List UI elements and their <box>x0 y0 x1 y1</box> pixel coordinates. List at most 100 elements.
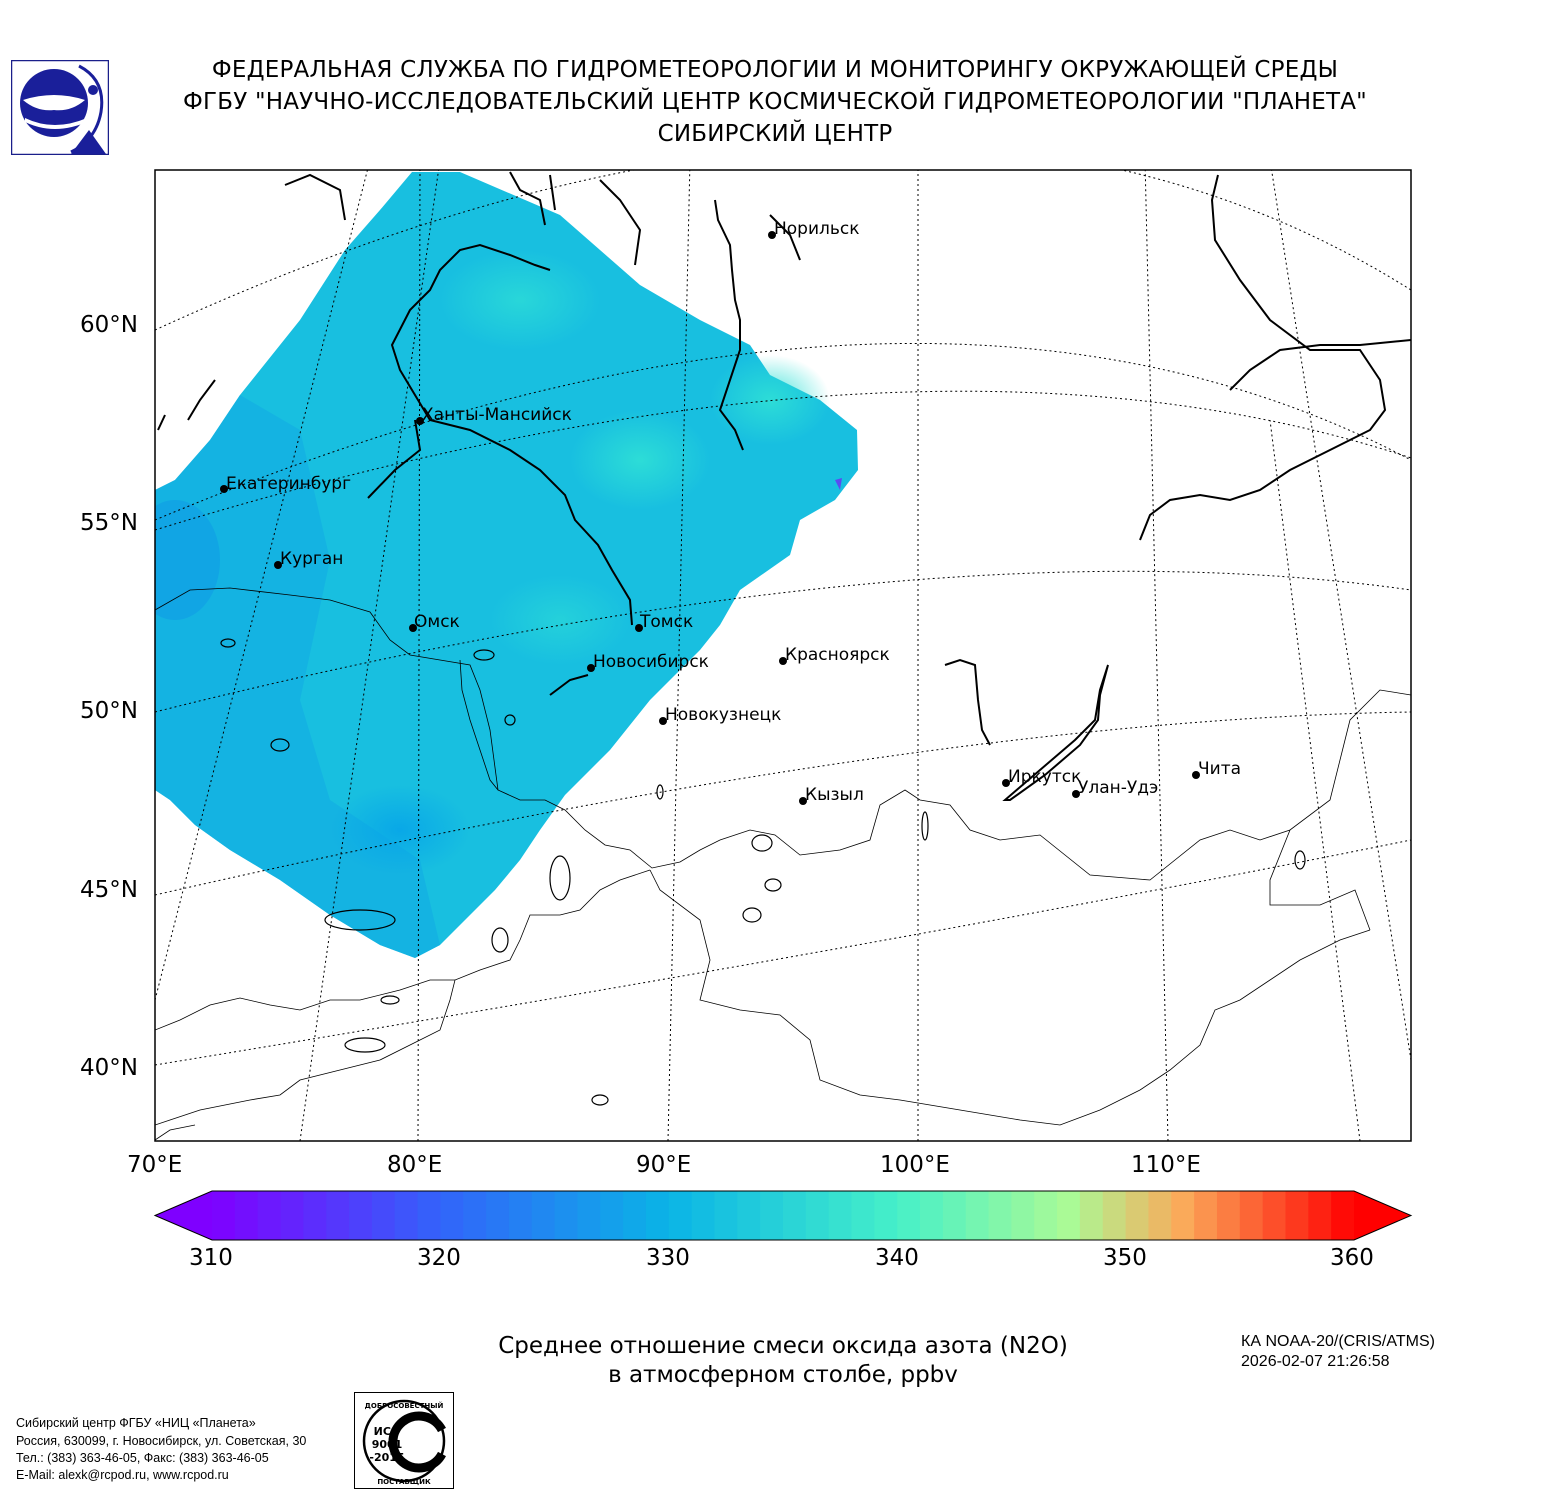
svg-text:ПОСТАВЩИК: ПОСТАВЩИК <box>377 1478 431 1486</box>
colorbar-step <box>1308 1191 1332 1240</box>
svg-text:Чита: Чита <box>1198 759 1241 779</box>
header-line-2: ФГБУ "НАУЧНО-ИССЛЕДОВАТЕЛЬСКИЙ ЦЕНТР КОС… <box>183 89 1367 115</box>
parallel-50 <box>155 570 1411 713</box>
colorbar-step <box>737 1191 761 1240</box>
svg-text:Томск: Томск <box>639 612 693 632</box>
city-ekaterinburg: Екатеринбург <box>220 474 351 494</box>
colorbar-step <box>508 1191 533 1240</box>
colorbar-step <box>828 1191 853 1240</box>
city-kurgan: Курган <box>274 549 343 569</box>
svg-text:Ханты-Мансийск: Ханты-Мансийск <box>422 405 572 425</box>
colorbar-tick-310: 310 <box>189 1245 233 1271</box>
lon-label-80: 80°E <box>387 1152 443 1178</box>
svg-text:Норильск: Норильск <box>774 219 860 239</box>
svg-text:9001: 9001 <box>372 1438 403 1451</box>
planeta-logo-icon <box>11 60 109 155</box>
colorbar-step <box>257 1191 282 1240</box>
colorbar-extend-high <box>1354 1191 1411 1240</box>
colorbar-step <box>554 1191 579 1240</box>
colorbar-step <box>897 1191 921 1240</box>
lat-label-45: 45°N <box>80 877 138 903</box>
city-krasnoyarsk: Красноярск <box>779 645 890 665</box>
colorbar-step <box>851 1191 875 1240</box>
lat-label-40: 40°N <box>80 1055 138 1081</box>
colorbar-step <box>303 1191 327 1240</box>
colorbar-tick-320: 320 <box>417 1245 461 1271</box>
svg-text:Красноярск: Красноярск <box>785 645 890 665</box>
footer-address: Россия, 630099, г. Новосибирск, ул. Сове… <box>16 1434 307 1448</box>
colorbar-step <box>1057 1191 1081 1240</box>
city-tomsk: Томск <box>635 612 693 632</box>
kazakhstan-border <box>155 587 1411 881</box>
lat-label-55: 55°N <box>80 510 138 536</box>
meridian-90 <box>667 170 691 1141</box>
parallel-60 <box>155 170 1411 331</box>
map-frame <box>154 169 1412 1142</box>
city-omsk: Омск <box>409 612 460 632</box>
city-kyzyl: Кызыл <box>799 785 864 805</box>
colorbar-step <box>942 1191 967 1240</box>
ob-river <box>390 243 633 626</box>
city-markers: Норильск Ханты-Мансийск Екатеринбург Кур… <box>220 219 1241 805</box>
svg-text:Омск: Омск <box>414 612 460 632</box>
yenisei-river <box>714 199 744 451</box>
city-chita: Чита <box>1192 759 1241 779</box>
svg-text:Кызыл: Кызыл <box>805 785 864 805</box>
colorbar-step <box>577 1191 601 1240</box>
colorbar-step <box>440 1191 464 1240</box>
lake-baikal-shore <box>1002 664 1109 801</box>
colorbar-step <box>1285 1191 1309 1240</box>
svg-text:Екатеринбург: Екатеринбург <box>226 474 351 494</box>
svg-text:Иркутск: Иркутск <box>1008 767 1081 787</box>
colorbar-step <box>1148 1191 1172 1240</box>
colorbar-step <box>1079 1191 1104 1240</box>
city-novokuznetsk: Новокузнецк <box>659 705 781 725</box>
colorbar-step <box>1011 1191 1035 1240</box>
iso-9001-badge-icon: ДОБРОСОВЕСТНЫЙ ИСО 9001 -2015 ПОСТАВЩИК <box>354 1392 454 1489</box>
colorbar <box>153 1190 1413 1241</box>
parallel-40 <box>155 839 1411 1066</box>
svg-text:Улан-Удэ: Улан-Удэ <box>1078 778 1158 798</box>
colorbar-step <box>805 1191 830 1240</box>
footer-email: E-Mail: alexk@rcpod.ru, www.rcpod.ru <box>16 1468 229 1482</box>
svg-text:Новокузнецк: Новокузнецк <box>665 705 781 725</box>
colorbar-step <box>874 1191 898 1240</box>
colorbar-step <box>463 1191 487 1240</box>
meridian-110 <box>1144 170 1169 1141</box>
lon-label-110: 110°E <box>1131 1152 1201 1178</box>
colorbar-step <box>1102 1191 1127 1240</box>
colorbar-step <box>988 1191 1012 1240</box>
svg-text:Новосибирск: Новосибирск <box>593 652 709 672</box>
colorbar-step <box>531 1191 556 1240</box>
colorbar-step <box>623 1191 647 1240</box>
city-khanty-mansiysk: Ханты-Мансийск <box>416 405 572 425</box>
n2o-data-swath <box>155 172 858 958</box>
city-novosibirsk: Новосибирск <box>587 652 709 672</box>
colorbar-step <box>349 1191 373 1240</box>
parallel-55 <box>155 390 1411 531</box>
colorbar-step <box>280 1191 304 1240</box>
lon-label-90: 90°E <box>636 1152 692 1178</box>
city-norilsk: Норильск <box>768 219 860 239</box>
colorbar-step <box>760 1191 784 1240</box>
colorbar-step <box>486 1191 510 1240</box>
city-irkutsk: Иркутск <box>1002 767 1081 787</box>
colorbar-step <box>1125 1191 1150 1240</box>
header-line-1: ФЕДЕРАЛЬНАЯ СЛУЖБА ПО ГИДРОМЕТЕОРОЛОГИИ … <box>211 57 1339 83</box>
colorbar-step <box>1262 1191 1287 1240</box>
lat-label-60: 60°N <box>80 312 138 338</box>
lon-label-100: 100°E <box>880 1152 950 1178</box>
colorbar-step <box>1171 1191 1195 1240</box>
lon-label-70: 70°E <box>127 1152 183 1178</box>
colorbar-step <box>371 1191 396 1240</box>
header-line-3: СИБИРСКИЙ ЦЕНТР <box>657 121 893 147</box>
footer-phone: Тел.: (383) 363-46-05, Факс: (383) 363-4… <box>16 1451 269 1465</box>
meridian-80 <box>417 170 421 1141</box>
colorbar-step <box>1239 1191 1264 1240</box>
colorbar-tick-330: 330 <box>646 1245 690 1271</box>
parallel-45 <box>155 711 1411 896</box>
colorbar-tick-340: 340 <box>875 1245 919 1271</box>
colorbar-step <box>645 1191 670 1240</box>
colorbar-tick-360: 360 <box>1330 1245 1374 1271</box>
